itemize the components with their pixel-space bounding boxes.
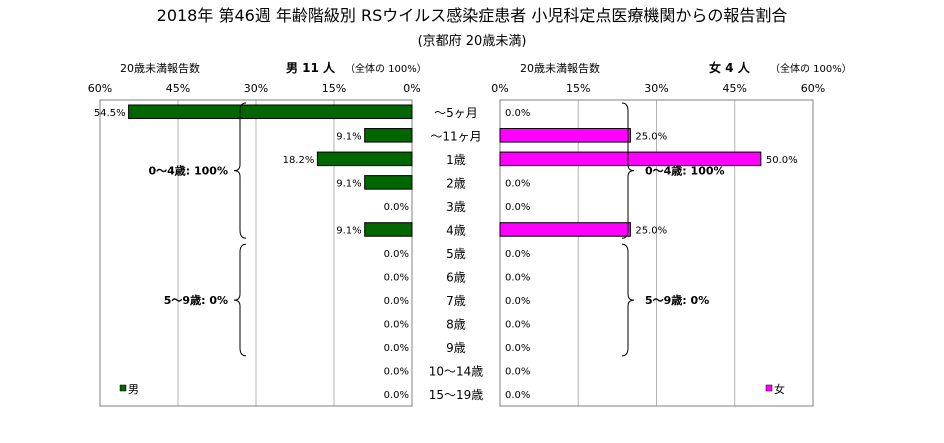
age-category-label: 15～19歳 [429,388,484,402]
male-data-label: 9.1% [336,178,361,189]
female-tick-label: 15% [566,82,590,95]
male-tick-label: 30% [244,82,268,95]
female-data-label: 0.0% [505,390,530,401]
female-data-label: 0.0% [505,178,530,189]
male-legend-swatch [119,384,127,392]
female-data-label: 0.0% [505,273,530,284]
female-header-count-label: 20歳未満報告数 [520,62,600,75]
age-category-label: ～5ヶ月 [434,106,478,120]
age-category-label: 2歳 [446,176,466,190]
male-group-brace [233,102,247,239]
male-header-note: （全体の 100%） [345,62,427,75]
female-group-brace [621,102,635,239]
female-group-label: 0～4歳: 100% [645,164,725,178]
female-tick-label: 60% [801,82,825,95]
male-data-label: 9.1% [336,131,361,142]
female-group-label: 5～9歳: 0% [645,293,709,307]
female-data-label: 0.0% [505,367,530,378]
male-data-label: 0.0% [384,343,409,354]
male-header: 男 11 人 [286,60,336,75]
male-bar [128,104,413,120]
male-data-label: 18.2% [283,155,315,166]
male-data-label: 9.1% [336,225,361,236]
female-tick-label: 0% [491,82,508,95]
male-data-label: 0.0% [384,296,409,307]
male-bar [364,175,413,190]
female-data-label: 0.0% [505,202,530,213]
female-data-label: 25.0% [635,131,667,142]
female-legend-label: 女 [774,382,785,396]
female-header: 女 4 人 [709,60,751,75]
age-category-label: ～11ヶ月 [430,129,481,143]
male-tick-label: 0% [403,82,420,95]
female-bar [499,128,631,143]
male-bar [316,151,413,167]
male-tick-label: 60% [88,82,112,95]
chart-subtitle: (京都府 20歳未満) [418,34,527,49]
female-data-label: 25.0% [635,225,667,236]
male-bar [364,222,413,237]
age-category-label: 4歳 [446,223,466,237]
male-data-label: 0.0% [384,249,409,260]
male-bar [364,128,413,143]
age-category-label: 7歳 [446,294,466,308]
age-category-label: 6歳 [446,271,466,285]
male-group-brace [233,243,247,357]
chart-title: 2018年 第46週 年齢階級別 RSウイルス感染症患者 小児科定点医療機関から… [157,6,788,25]
female-header-note: （全体の 100%） [770,62,852,75]
male-data-label: 0.0% [384,367,409,378]
male-data-label: 0.0% [384,273,409,284]
female-data-label: 50.0% [766,155,798,166]
age-category-label: 10～14歳 [429,365,484,379]
female-data-label: 0.0% [505,108,530,119]
male-plot-frame [99,99,413,407]
male-data-label: 0.0% [384,390,409,401]
female-bar [499,222,631,237]
male-data-label: 54.5% [94,108,126,119]
female-plot-frame [499,99,814,407]
female-data-label: 0.0% [505,343,530,354]
female-bar [499,151,762,167]
male-data-label: 0.0% [384,320,409,331]
female-group-brace [621,243,635,357]
age-category-label: 5歳 [446,247,466,261]
male-group-label: 0～4歳: 100% [148,164,228,178]
female-data-label: 0.0% [505,320,530,331]
age-category-label: 9歳 [446,341,466,355]
male-header-count-label: 20歳未満報告数 [120,62,200,75]
female-tick-label: 30% [644,82,668,95]
female-legend-swatch [765,384,773,392]
male-tick-label: 15% [322,82,346,95]
male-tick-label: 45% [166,82,190,95]
female-data-label: 0.0% [505,249,530,260]
male-data-label: 0.0% [384,202,409,213]
female-tick-label: 45% [723,82,747,95]
age-category-label: 1歳 [446,153,466,167]
age-category-label: 8歳 [446,318,466,332]
male-group-label: 5～9歳: 0% [164,293,228,307]
female-data-label: 0.0% [505,296,530,307]
male-legend-label: 男 [128,383,139,396]
age-category-label: 3歳 [446,200,466,214]
